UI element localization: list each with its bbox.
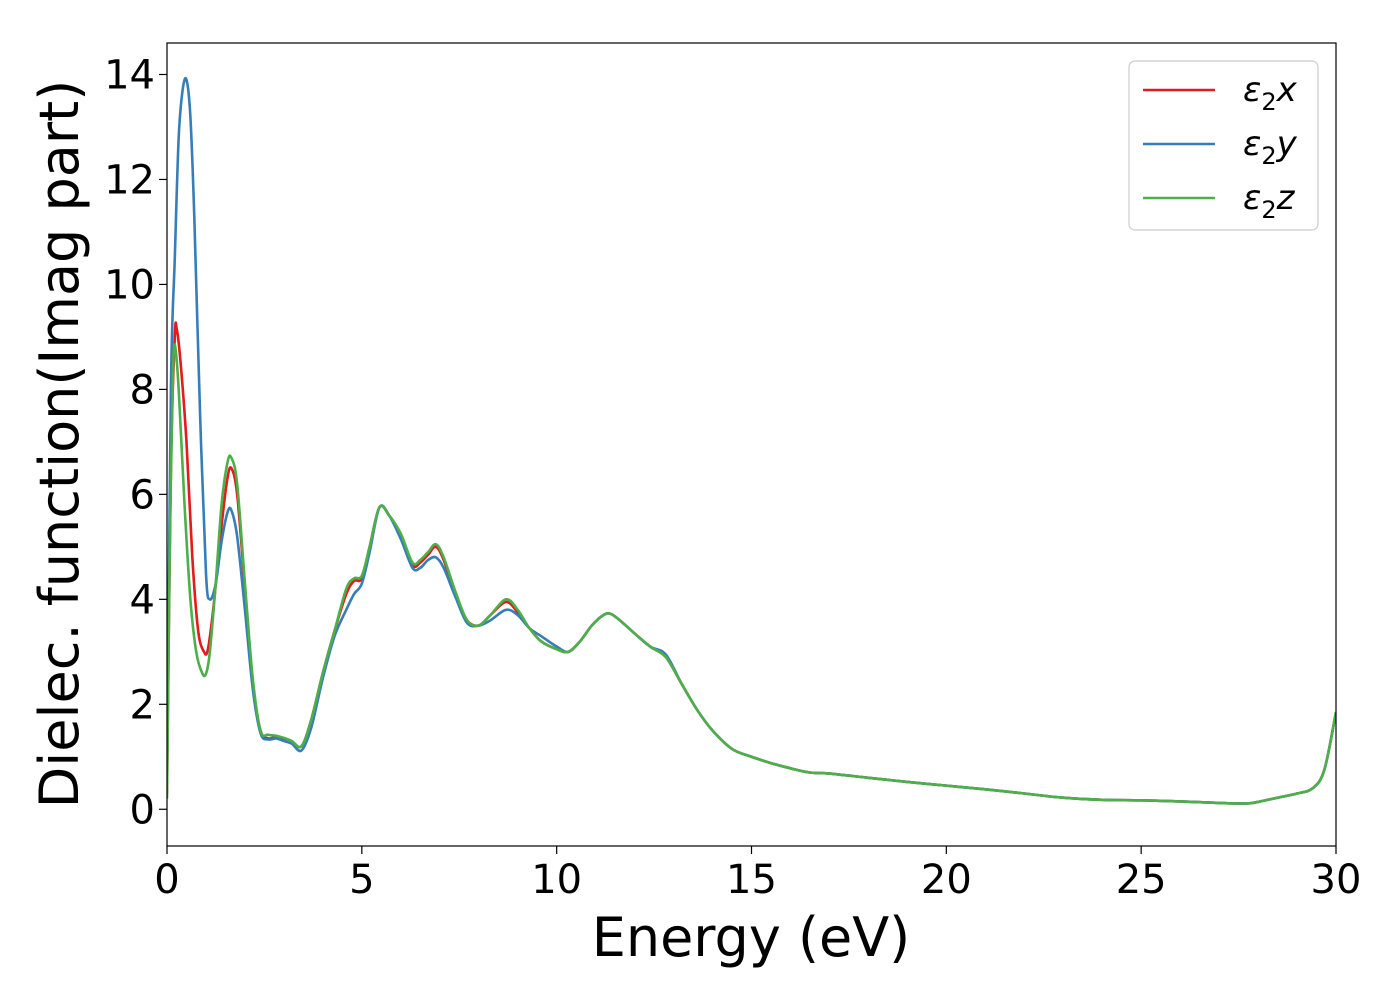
legend-box [1128,60,1319,231]
x-tick-label: 0 [154,857,179,903]
legend: ε2x ε2y ε2z [1128,60,1319,231]
y-tick-label: 0 [130,787,155,833]
x-tick-label: 15 [726,857,777,903]
y-tick-label: 10 [104,262,155,308]
y-tick-label: 12 [104,157,155,203]
legend-label: ε2x [1243,70,1298,116]
legend-label: ε2y [1243,124,1298,170]
x-tick-label: 25 [1116,857,1167,903]
x-tick-label: 10 [531,857,582,903]
series-line [167,343,1336,805]
x-tick-label: 20 [921,857,972,903]
x-tick-label: 5 [349,857,374,903]
x-axis: 0 5 10 15 20 25 30 [154,846,1361,903]
x-axis-title: Energy (eV) [592,906,911,969]
series-line [167,321,1336,805]
series-layer [167,76,1336,805]
y-tick-label: 2 [130,682,155,728]
y-tick-label: 8 [130,367,155,413]
x-tick-label: 30 [1311,857,1362,903]
y-tick-label: 6 [130,472,155,518]
legend-label: ε2z [1243,178,1296,224]
y-tick-label: 14 [104,52,155,98]
y-axis: 0 2 4 6 8 10 12 14 [104,52,167,833]
y-axis-title: Dielec. function(Imag part) [28,80,91,809]
y-tick-label: 4 [130,577,155,623]
